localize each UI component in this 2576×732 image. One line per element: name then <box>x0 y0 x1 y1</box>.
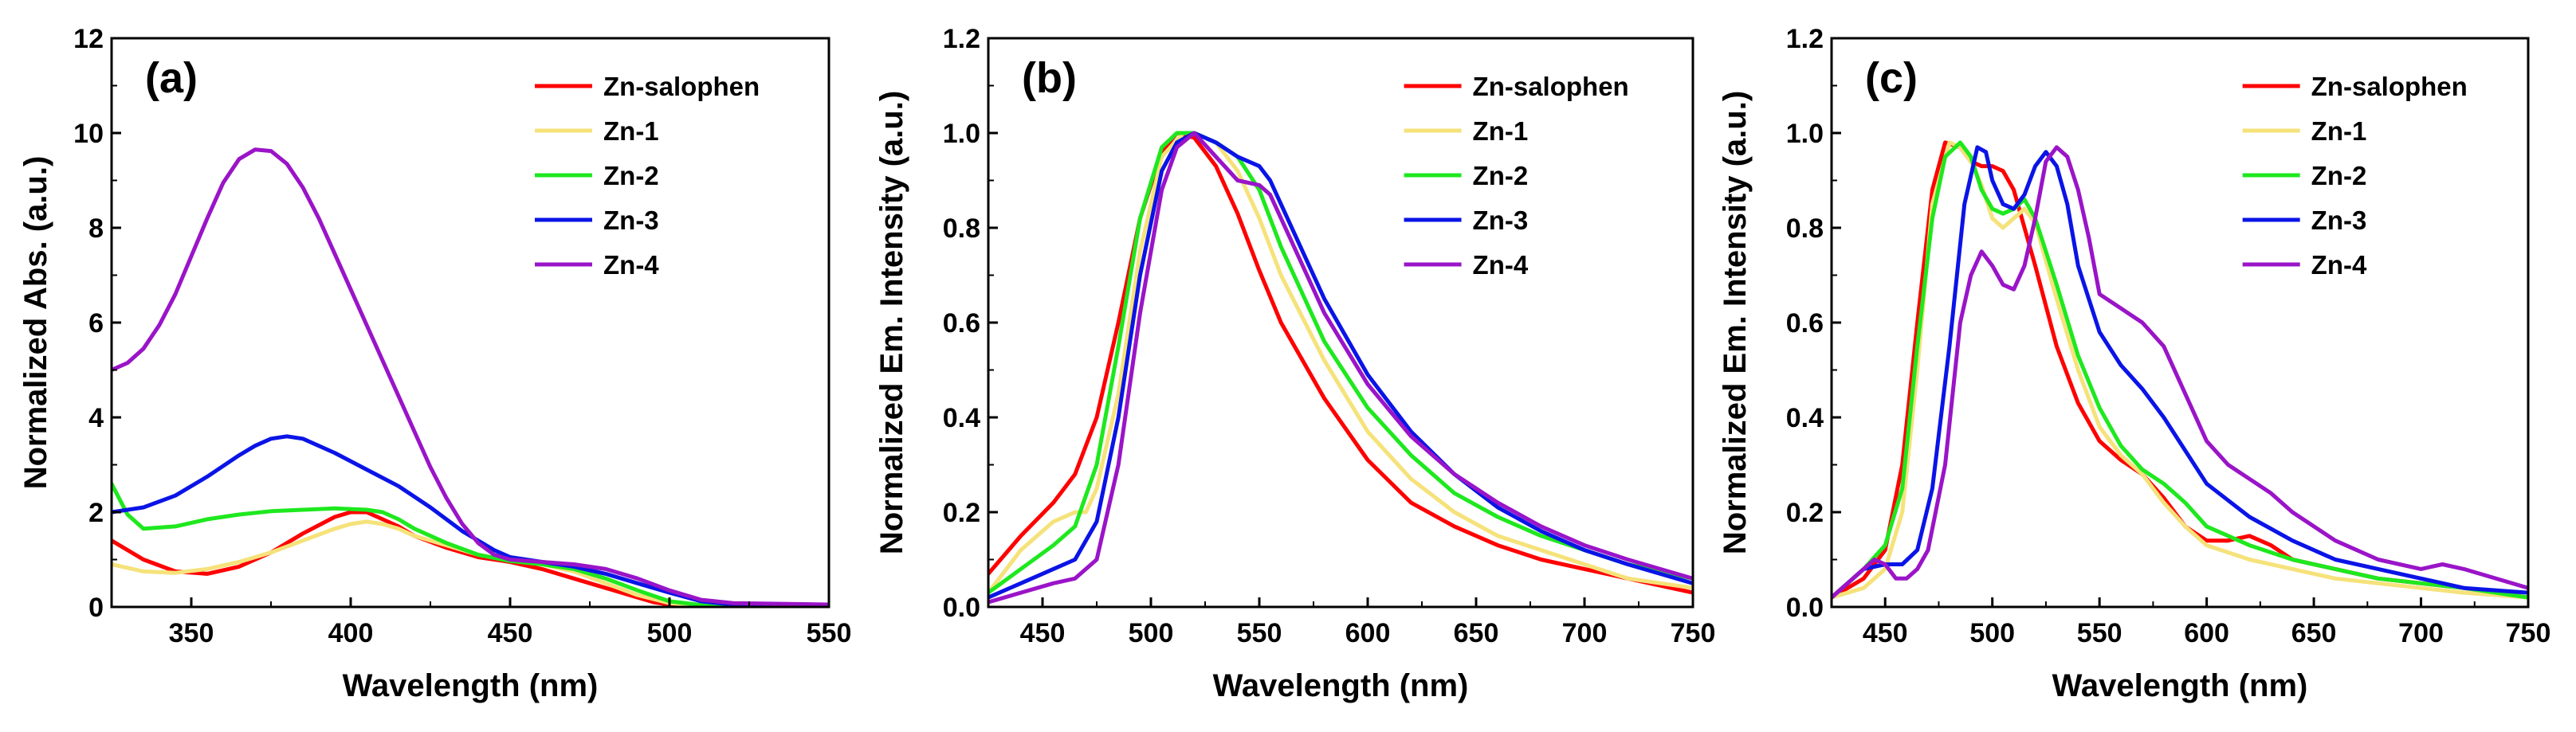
y-tick-label: 1.2 <box>943 24 980 54</box>
x-tick-label: 450 <box>488 618 533 648</box>
x-tick-label: 450 <box>1020 618 1066 648</box>
series-line-zn-1 <box>988 131 1693 595</box>
series-line-zn-3 <box>1832 145 2528 600</box>
y-axis-title: Normalized Em. Intensity (a.u.) <box>1718 91 1753 554</box>
y-tick-label: 10 <box>73 119 104 149</box>
series-line-zn-4 <box>112 147 829 607</box>
x-tick-label: 350 <box>169 618 214 648</box>
y-tick-label: 1.2 <box>1786 24 1824 54</box>
panel-label: (b) <box>1022 54 1077 102</box>
legend-label: Zn-1 <box>603 116 659 146</box>
series-line-zn-salophen <box>112 510 829 607</box>
x-axis-title: Wavelength (nm) <box>2052 668 2308 703</box>
y-axis-title: Normalized Abs. (a.u.) <box>18 156 53 490</box>
panel-b: 450 500 550 600 650 700 750 0.0 0.2 0.4 0.6 0.8 1.0 1… <box>874 24 1715 703</box>
panel-label: (a) <box>145 54 198 102</box>
legend-label: Zn-4 <box>1473 250 1529 280</box>
legend-label: Zn-salophen <box>1473 72 1629 101</box>
x-tick-label: 650 <box>2291 618 2337 648</box>
x-tick-label: 400 <box>328 618 374 648</box>
x-tick-label: 600 <box>2184 618 2229 648</box>
legend-label: Zn-4 <box>603 250 659 280</box>
x-tick-label: 550 <box>807 618 852 648</box>
series-line-zn-2 <box>112 481 829 607</box>
series-line-zn-salophen <box>988 131 1693 595</box>
legend-label: Zn-1 <box>2311 116 2367 146</box>
y-axis-title: Normalized Em. Intensity (a.u.) <box>874 91 909 554</box>
y-tick-label: 12 <box>73 24 104 54</box>
x-tick-label: 500 <box>647 618 693 648</box>
y-tick-label: 2 <box>88 498 104 528</box>
x-tick-label: 650 <box>1454 618 1499 648</box>
y-tick-label: 0.4 <box>943 403 980 433</box>
y-tick-label: 0.0 <box>943 593 980 623</box>
x-tick-label: 500 <box>1129 618 1174 648</box>
legend: Zn-salophen Zn-1 Zn-2 Zn-3 Zn-4 <box>2242 72 2468 280</box>
series-line-zn-4 <box>1832 145 2528 600</box>
legend-label: Zn-3 <box>1473 206 1529 235</box>
legend-label: Zn-1 <box>1473 116 1529 146</box>
x-tick-label: 700 <box>1562 618 1608 648</box>
y-tick-label: 1.0 <box>943 119 980 149</box>
legend-label: Zn-salophen <box>603 72 760 101</box>
plot-frame <box>110 37 831 609</box>
y-tick-label: 0.6 <box>943 308 980 339</box>
x-tick-label: 450 <box>1863 618 1908 648</box>
legend-label: Zn-3 <box>2311 206 2367 235</box>
series-line-zn-3 <box>988 131 1693 600</box>
y-tick-label: 6 <box>88 308 104 339</box>
panel-a: 350 400 450 500 550 0 2 4 6 8 10 12 Wavelength (nm) N… <box>18 24 851 703</box>
series-line-zn-1 <box>1832 140 2528 600</box>
y-tick-label: 0.2 <box>1786 498 1824 528</box>
y-tick-label: 4 <box>88 403 104 433</box>
y-tick-label: 0.2 <box>943 498 980 528</box>
series-line-zn-salophen <box>1832 140 2528 600</box>
y-tick-label: 0.6 <box>1786 308 1824 339</box>
series-line-zn-4 <box>988 131 1693 605</box>
series-line-zn-3 <box>112 434 829 607</box>
x-tick-label: 600 <box>1345 618 1391 648</box>
x-tick-label: 550 <box>2077 618 2122 648</box>
x-tick-label: 500 <box>1969 618 2015 648</box>
y-tick-label: 0.0 <box>1786 593 1824 623</box>
legend-label: Zn-2 <box>603 161 659 190</box>
legend-label: Zn-2 <box>2311 161 2367 190</box>
y-tick-label: 8 <box>88 213 104 244</box>
series-line-zn-1 <box>112 519 829 607</box>
y-tick-label: 0.8 <box>1786 213 1824 244</box>
y-tick-label: 0.8 <box>943 213 980 244</box>
y-tick-label: 1.0 <box>1786 119 1824 149</box>
series-line-zn-2 <box>1832 140 2528 600</box>
panel-label: (c) <box>1865 54 1918 102</box>
x-tick-label: 750 <box>1671 618 1716 648</box>
x-tick-label: 700 <box>2398 618 2444 648</box>
panel-c: 450 500 550 600 650 700 750 0.0 0.2 0.4 0.6 0.8 1.0 1… <box>1718 24 2550 703</box>
x-tick-label: 550 <box>1237 618 1282 648</box>
x-tick-label: 750 <box>2506 618 2551 648</box>
x-axis-title: Wavelength (nm) <box>343 668 599 703</box>
y-tick-label: 0 <box>88 593 104 623</box>
legend-label: Zn-2 <box>1473 161 1529 190</box>
legend-label: Zn-salophen <box>2311 72 2468 101</box>
legend-label: Zn-4 <box>2311 250 2367 280</box>
legend: Zn-salophen Zn-1 Zn-2 Zn-3 Zn-4 <box>535 72 760 280</box>
legend-label: Zn-3 <box>603 206 659 235</box>
y-tick-label: 0.4 <box>1786 403 1824 433</box>
plot-frame <box>987 37 1694 609</box>
legend: Zn-salophen Zn-1 Zn-2 Zn-3 Zn-4 <box>1404 72 1629 280</box>
x-axis-title: Wavelength (nm) <box>1213 668 1469 703</box>
